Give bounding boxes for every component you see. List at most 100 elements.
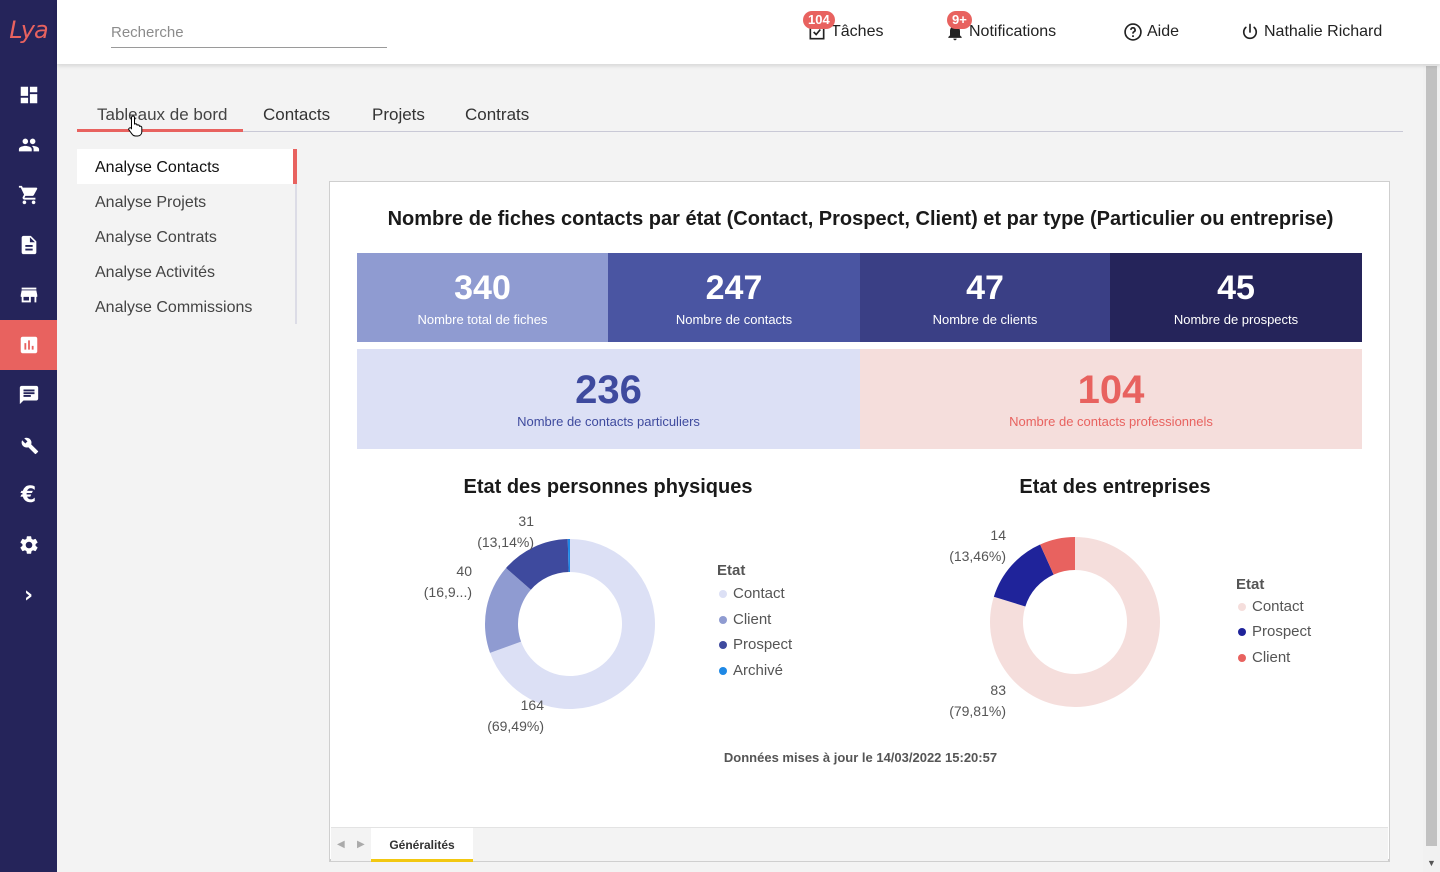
kpi-label: Nombre de clients (932, 312, 1038, 327)
search-input[interactable] (111, 18, 387, 48)
sidebar-item-tools[interactable] (0, 420, 57, 470)
legend-dot (1238, 627, 1246, 636)
kpi-label: Nombre de contacts particuliers (517, 413, 700, 429)
page-tab-generalites[interactable]: Généralités (371, 828, 473, 862)
sidebar-item-contacts[interactable] (0, 120, 57, 170)
tab-projets[interactable]: Projets (372, 105, 425, 124)
subnav-analyse-contacts[interactable]: Analyse Contacts (77, 149, 297, 184)
sidebar: Lya € › (0, 0, 57, 872)
data-label-pct: (69,49%) (487, 718, 544, 734)
legend-dot (719, 640, 727, 649)
chart-title-entreprises: Etat des entreprises (1019, 476, 1211, 498)
tab-tableaux-de-bord[interactable]: Tableaux de bord (77, 96, 243, 132)
data-label-value: 31 (518, 513, 534, 529)
sidebar-item-dashboard[interactable] (0, 70, 57, 120)
donut-slice-client[interactable] (485, 568, 531, 653)
notifications-button[interactable]: Notifications 9+ (945, 11, 1057, 44)
donut-slice-client[interactable] (1040, 537, 1075, 575)
kpi-clients: 47 Nombre de clients (860, 253, 1110, 342)
subnav-analyse-commissions[interactable]: Analyse Commissions (95, 299, 253, 316)
legend-item-client[interactable]: Client (1238, 649, 1290, 666)
contacts-icon (18, 138, 39, 152)
legend-dot (719, 589, 727, 598)
kpi-value: 340 (454, 269, 511, 307)
legend-dot (1238, 602, 1246, 611)
data-label-contact: 83 (79,81%) (930, 680, 1006, 722)
legend-dot (719, 615, 727, 624)
report-frame: Nombre de fiches contacts par état (Cont… (329, 181, 1390, 862)
data-label-pct: (13,14%) (477, 534, 534, 550)
top-bar: Tâches 104 Notifications 9+ Aide Nathali… (57, 0, 1440, 64)
main-tabs: Tableaux de bord Contacts Projets Contra… (77, 96, 1403, 132)
subnav-analyse-projets[interactable]: Analyse Projets (95, 194, 207, 211)
legend-dot (1238, 653, 1246, 662)
data-label-value: 14 (990, 527, 1006, 543)
dashboard-icon (20, 86, 37, 104)
donut-slice-archivé[interactable] (567, 539, 570, 573)
donut-slice-contact[interactable] (490, 539, 655, 709)
help-button[interactable]: Aide (1123, 20, 1179, 44)
kpi-total-fiches: 340 Nombre total de fiches (357, 253, 608, 342)
store-icon (20, 287, 37, 303)
page-scrollbar[interactable]: ▼ (1423, 64, 1440, 872)
prev-page-arrow-icon[interactable]: ◀ (337, 839, 345, 850)
chart-title-personnes: Etat des personnes physiques (463, 476, 753, 498)
data-label-value: 164 (520, 697, 544, 713)
legend-item-client[interactable]: Client (719, 611, 771, 628)
notifications-label: Notifications (969, 23, 1057, 40)
kpi-contacts: 247 Nombre de contacts (608, 253, 860, 342)
legend-item-prospect[interactable]: Prospect (719, 636, 792, 653)
donut-slice-prospect[interactable] (993, 544, 1054, 607)
donut-chart-personnes (485, 539, 655, 709)
analysis-subnav: Analyse Contacts Analyse Projets Analyse… (77, 149, 297, 324)
euro-icon: € (20, 482, 37, 508)
kpi-prospects: 45 Nombre de prospects (1110, 253, 1362, 342)
legend-item-prospect[interactable]: Prospect (1238, 623, 1311, 640)
power-icon (1242, 23, 1258, 40)
data-label-contact: 164 (69,49%) (470, 695, 544, 737)
legend-label: Prospect (1252, 623, 1312, 640)
sidebar-item-analytics[interactable] (0, 320, 57, 370)
sidebar-expand[interactable]: › (0, 570, 57, 620)
legend-label: Prospect (733, 636, 793, 653)
sidebar-item-finance[interactable]: € (0, 470, 57, 520)
sidebar-item-cart[interactable] (0, 170, 57, 220)
help-label: Aide (1147, 23, 1180, 40)
next-page-arrow-icon[interactable]: ▶ (357, 839, 365, 850)
kpi-value: 104 (1077, 367, 1145, 412)
data-label-value: 40 (456, 563, 472, 579)
app-logo[interactable]: Lya (9, 16, 48, 44)
gear-icon (19, 536, 38, 554)
donut-slice-prospect[interactable] (506, 539, 569, 590)
scrollbar-thumb[interactable] (1426, 66, 1437, 846)
sidebar-item-messages[interactable] (0, 370, 57, 420)
tab-contacts[interactable]: Contacts (263, 105, 331, 124)
legend-item-contact[interactable]: Contact (1238, 598, 1304, 615)
sidebar-item-settings[interactable] (0, 520, 57, 570)
kpi-label: Nombre total de fiches (417, 312, 548, 327)
data-label-pct: (79,81%) (949, 703, 1006, 719)
user-menu-button[interactable]: Nathalie Richard (1240, 20, 1382, 44)
data-label-client: 40 (16,9...) (400, 561, 472, 603)
tasks-badge: 104 (803, 11, 835, 29)
scroll-down-arrow-icon[interactable]: ▼ (1427, 858, 1436, 868)
subnav-analyse-contrats[interactable]: Analyse Contrats (95, 229, 217, 246)
data-label-prospect: 31 (13,14%) (460, 511, 534, 553)
subnav-analyse-activites[interactable]: Analyse Activités (95, 264, 216, 281)
kpi-label: Nombre de prospects (1173, 312, 1299, 327)
legend-item-archive[interactable]: Archivé (719, 662, 783, 679)
kpi-value: 247 (705, 269, 763, 307)
data-label-pct: (13,46%) (949, 548, 1006, 564)
sidebar-item-documents[interactable] (0, 220, 57, 270)
legend-label: Client (733, 611, 772, 628)
user-name: Nathalie Richard (1264, 23, 1383, 40)
legend-label: Archivé (733, 662, 784, 679)
kpi-value: 45 (1217, 269, 1255, 307)
tasks-button[interactable]: Tâches 104 (803, 11, 883, 44)
tab-contrats[interactable]: Contrats (465, 105, 530, 124)
kpi-particuliers: 236 Nombre de contacts particuliers (357, 349, 860, 449)
donut-slice-contact[interactable] (990, 537, 1160, 707)
sidebar-item-store[interactable] (0, 270, 57, 320)
legend-item-contact[interactable]: Contact (719, 585, 785, 602)
document-icon (21, 235, 36, 255)
